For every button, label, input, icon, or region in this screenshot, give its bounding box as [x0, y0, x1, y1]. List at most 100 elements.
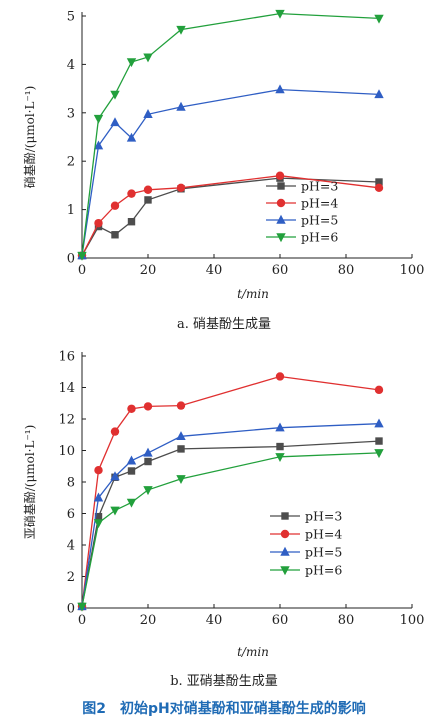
- y-tick-label: 16: [58, 350, 75, 365]
- legend-marker: [276, 214, 286, 224]
- data-point: [275, 9, 285, 19]
- series-pH=3: [78, 437, 383, 611]
- x-tick-label: 0: [78, 613, 86, 628]
- legend-item: pH=6: [270, 563, 342, 578]
- data-point: [176, 401, 186, 410]
- data-point: [143, 109, 153, 118]
- legend-label: pH=6: [305, 563, 342, 578]
- data-point: [127, 218, 136, 226]
- x-axis-label: t/min: [237, 645, 269, 659]
- data-point: [144, 196, 152, 204]
- figure-caption: 图2 初始pH对硝基酚和亚硝基酚生成的影响: [82, 700, 365, 717]
- x-tick-label: 20: [140, 613, 157, 628]
- data-point: [176, 101, 186, 111]
- data-point: [143, 486, 153, 496]
- legend-label: pH=5: [305, 545, 342, 560]
- data-point: [93, 140, 104, 150]
- data-point: [111, 231, 119, 239]
- legend-marker: [280, 566, 290, 576]
- chart-b: 0 2 4 6 8 10 12 14 16 0 20 40 60 80 100 t/min 亚硝基酚/(μmol…: [23, 350, 424, 690]
- data-point: [110, 427, 120, 436]
- data-point: [126, 455, 137, 465]
- legend: pH=3 pH=4 pH=5 pH=6: [270, 509, 342, 578]
- data-point: [126, 58, 137, 68]
- data-point: [110, 506, 120, 516]
- legend-item: pH=4: [266, 196, 338, 211]
- legend-item: pH=5: [266, 213, 338, 228]
- legend-label: pH=6: [301, 230, 338, 245]
- x-tick-label: 80: [338, 263, 355, 278]
- legend-label: pH=3: [301, 179, 338, 194]
- data-point: [143, 402, 153, 411]
- data-point: [275, 84, 285, 94]
- data-point: [275, 171, 285, 180]
- y-tick-label: 8: [67, 476, 75, 491]
- data-point: [374, 14, 384, 24]
- data-point: [93, 114, 104, 124]
- series-pH=6: [77, 449, 384, 612]
- data-point: [374, 449, 384, 459]
- legend-label: pH=3: [305, 509, 342, 524]
- data-point: [375, 437, 383, 445]
- series-pH=5: [77, 418, 384, 611]
- x-tick-label: 0: [78, 263, 86, 278]
- series-line: [81, 375, 380, 607]
- data-point: [176, 431, 186, 441]
- legend-marker: [276, 198, 286, 208]
- data-point: [93, 519, 104, 529]
- data-point: [275, 372, 285, 381]
- y-tick-label: 2: [67, 155, 75, 170]
- y-tick-label: 5: [67, 10, 75, 25]
- data-point: [127, 189, 136, 198]
- series-pH=6: [77, 9, 384, 261]
- data-point: [127, 404, 136, 413]
- x-tick-label: 100: [400, 263, 425, 278]
- y-tick-label: 1: [67, 203, 75, 218]
- legend-item: pH=6: [266, 230, 338, 245]
- legend-label: pH=5: [301, 213, 338, 228]
- data-point: [176, 475, 186, 485]
- series-line: [81, 88, 380, 256]
- legend-marker: [276, 233, 286, 243]
- legend-label: pH=4: [305, 527, 342, 542]
- x-tick-label: 60: [272, 263, 289, 278]
- series-line: [81, 12, 380, 256]
- data-point: [374, 418, 384, 428]
- chart-a: 0 1 2 3 4 5 0 20 40 60 80 100 t/min 硝基酚/(μmol·L⁻¹) pH=…: [23, 10, 424, 333]
- data-point: [77, 602, 87, 612]
- data-point: [110, 201, 120, 210]
- data-point: [143, 185, 153, 194]
- data-point: [276, 442, 284, 451]
- legend-label: pH=4: [301, 196, 338, 211]
- x-tick-label: 60: [272, 613, 289, 628]
- y-axis-label: 硝基酚/(μmol·L⁻¹): [23, 86, 37, 189]
- data-point: [143, 53, 153, 63]
- legend-item: pH=3: [266, 179, 338, 194]
- y-tick-label: 6: [67, 507, 75, 522]
- x-tick-label: 40: [206, 263, 223, 278]
- series-line: [81, 423, 380, 607]
- y-tick-label: 0: [67, 602, 75, 617]
- legend: pH=3 pH=4 pH=5 pH=6: [266, 179, 338, 245]
- series-line: [81, 440, 380, 607]
- data-point: [375, 178, 383, 186]
- data-point: [374, 183, 384, 193]
- y-tick-label: 4: [67, 539, 75, 554]
- y-tick-label: 3: [67, 106, 75, 121]
- data-point: [94, 512, 103, 521]
- data-point: [110, 471, 120, 481]
- data-point: [176, 183, 186, 193]
- data-point: [144, 457, 152, 466]
- y-tick-label: 14: [58, 381, 75, 396]
- data-point: [275, 422, 285, 432]
- data-point: [93, 492, 104, 502]
- chart-subtitle: a. 硝基酚生成量: [177, 317, 271, 332]
- legend-item: pH=5: [270, 545, 342, 560]
- y-tick-label: 0: [67, 252, 75, 267]
- x-tick-label: 80: [338, 613, 355, 628]
- data-point: [94, 218, 103, 228]
- data-point: [127, 467, 136, 475]
- data-point: [77, 251, 87, 261]
- legend-item: pH=3: [270, 509, 342, 524]
